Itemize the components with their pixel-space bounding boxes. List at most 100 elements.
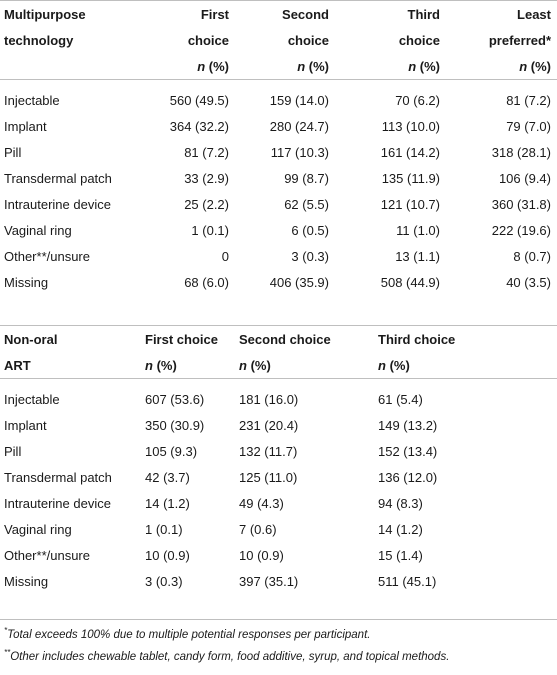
cell-value: 7 (0.6) <box>239 522 277 537</box>
cell-value: 25 (2.2) <box>184 197 229 212</box>
row-label: Injectable <box>4 392 60 407</box>
row-label: Intrauterine device <box>4 496 111 511</box>
row-label: Implant <box>4 119 47 134</box>
cell-value: 360 (31.8) <box>491 197 551 212</box>
table2-col-second: Second choice <box>239 331 331 347</box>
row-label: Other**/unsure <box>4 249 90 264</box>
row-label: Pill <box>4 444 22 459</box>
table1-header-label-line1: Multipurpose <box>4 6 86 22</box>
cell-value: 8 (0.7) <box>513 249 551 264</box>
footnote-2-text: Other includes chewable tablet, candy fo… <box>10 651 450 663</box>
table-row: Transdermal patch 42 (3.7) 125 (11.0) 136 (… <box>0 465 557 491</box>
table2-unit-second: n (%) <box>239 357 271 373</box>
bottom-rule <box>0 619 557 620</box>
cell-value: 10 (0.9) <box>239 548 284 563</box>
cell-value: 113 (10.0) <box>381 119 440 134</box>
row-label: Pill <box>4 145 22 160</box>
table1-body: Injectable 560 (49.5) 159 (14.0) 70 (6.2) 81… <box>0 79 557 296</box>
cell-value: 121 (10.7) <box>380 197 440 212</box>
row-label: Other**/unsure <box>4 548 90 563</box>
table1-unit-third: n (%) <box>408 58 440 74</box>
cell-value: 62 (5.5) <box>284 197 329 212</box>
cell-value: 42 (3.7) <box>145 470 190 485</box>
footnote-2-mark: ** <box>4 648 11 658</box>
cell-value: 1 (0.1) <box>145 522 183 537</box>
row-label: Missing <box>4 275 49 290</box>
cell-value: 136 (12.0) <box>378 470 438 485</box>
cell-value: 350 (30.9) <box>145 418 205 433</box>
table-row: Pill 81 (7.2) 117 (10.3) 161 (14.2) 318 (28.… <box>0 140 557 166</box>
cell-value: 14 (1.2) <box>378 522 423 537</box>
cell-value: 81 (7.2) <box>506 93 551 108</box>
cell-value: 14 (1.2) <box>145 496 190 511</box>
table2-col-third: Third choice <box>378 331 456 347</box>
table-row: Intrauterine device 14 (1.2) 49 (4.3) 94 (8… <box>0 491 557 517</box>
cell-value: 79 (7.0) <box>506 119 551 134</box>
cell-value: 11 (1.0) <box>396 223 440 238</box>
row-label: Implant <box>4 418 47 433</box>
cell-value: 149 (13.2) <box>378 418 438 433</box>
cell-value: 135 (11.9) <box>381 171 440 186</box>
table-row: Other**/unsure 10 (0.9) 10 (0.9) 15 (1.4) <box>0 543 557 569</box>
table-row: Missing 3 (0.3) 397 (35.1) 511 (45.1) <box>0 569 557 595</box>
cell-value: 70 (6.2) <box>395 93 440 108</box>
cell-value: 15 (1.4) <box>378 548 423 563</box>
cell-value: 560 (49.5) <box>169 93 229 108</box>
cell-value: 49 (4.3) <box>239 496 284 511</box>
cell-value: 0 <box>221 249 229 264</box>
cell-value: 40 (3.5) <box>506 275 551 290</box>
cell-value: 10 (0.9) <box>145 548 190 563</box>
cell-value: 406 (35.9) <box>269 275 329 290</box>
table1-col-least-line2: preferred* <box>488 32 551 48</box>
row-label: Injectable <box>4 93 60 108</box>
table1-col-second-line2: choice <box>287 32 329 48</box>
row-label: Transdermal patch <box>4 171 112 186</box>
cell-value: 105 (9.3) <box>145 444 198 459</box>
footnote-1: *Total exceeds 100% due to multiple pote… <box>4 624 449 646</box>
table-row: Intrauterine device 25 (2.2) 62 (5.5) 121 (… <box>0 192 557 218</box>
cell-value: 1 (0.1) <box>191 223 229 238</box>
row-label: Vaginal ring <box>4 522 72 537</box>
table-row: Vaginal ring 1 (0.1) 7 (0.6) 14 (1.2) <box>0 517 557 543</box>
cell-value: 231 (20.4) <box>239 418 299 433</box>
table2-col-first: First choice <box>145 331 218 347</box>
table2-unit-first: n (%) <box>145 357 177 373</box>
cell-value: 61 (5.4) <box>378 392 423 407</box>
cell-value: 280 (24.7) <box>269 119 329 134</box>
table-row: Other**/unsure 0 3 (0.3) 13 (1.1) 8 (0.7) <box>0 244 557 270</box>
table-row: Injectable 607 (53.6) 181 (16.0) 61 (5.4) <box>0 387 557 413</box>
table-row: Transdermal patch 33 (2.9) 99 (8.7) 135 (11… <box>0 166 557 192</box>
cell-value: 318 (28.1) <box>491 145 551 160</box>
cell-value: 159 (14.0) <box>269 93 329 108</box>
table2-body: Injectable 607 (53.6) 181 (16.0) 61 (5.4) Im… <box>0 378 557 595</box>
non-oral-art-table: Non-oral First choice Second choice Thir… <box>0 325 557 595</box>
cell-value: 94 (8.3) <box>378 496 423 511</box>
cell-value: 152 (13.4) <box>378 444 438 459</box>
cell-value: 125 (11.0) <box>239 470 298 485</box>
table-row: Vaginal ring 1 (0.1) 6 (0.5) 11 (1.0) 222 (1… <box>0 218 557 244</box>
table2-header-label-line1: Non-oral <box>4 331 58 347</box>
cell-value: 99 (8.7) <box>284 171 329 186</box>
table-row: Pill 105 (9.3) 132 (11.7) 152 (13.4) <box>0 439 557 465</box>
table1-col-third-line1: Third <box>407 6 441 22</box>
table1-col-third-line2: choice <box>398 32 440 48</box>
row-label: Transdermal patch <box>4 470 112 485</box>
cell-value: 511 (45.1) <box>378 574 437 589</box>
table-row: Missing 68 (6.0) 406 (35.9) 508 (44.9) 40 (3… <box>0 270 557 296</box>
row-label: Vaginal ring <box>4 223 72 238</box>
footnote-1-text: Total exceeds 100% due to multiple poten… <box>7 629 371 641</box>
footnote-1-mark: * <box>4 626 8 636</box>
cell-value: 397 (35.1) <box>239 574 299 589</box>
table1-col-first-line1: First <box>200 6 229 22</box>
table-row: Implant 364 (32.2) 280 (24.7) 113 (10.0) 79 … <box>0 114 557 140</box>
table1-col-second-line1: Second <box>282 6 329 22</box>
cell-value: 106 (9.4) <box>498 171 551 186</box>
cell-value: 68 (6.0) <box>184 275 229 290</box>
cell-value: 181 (16.0) <box>239 392 299 407</box>
cell-value: 3 (0.3) <box>291 249 329 264</box>
footnote-2: **Other includes chewable tablet, candy … <box>4 646 449 668</box>
table1-unit-second: n (%) <box>297 58 329 74</box>
table-row: Implant 350 (30.9) 231 (20.4) 149 (13.2) <box>0 413 557 439</box>
table1-header-label-line2: technology <box>4 32 74 48</box>
